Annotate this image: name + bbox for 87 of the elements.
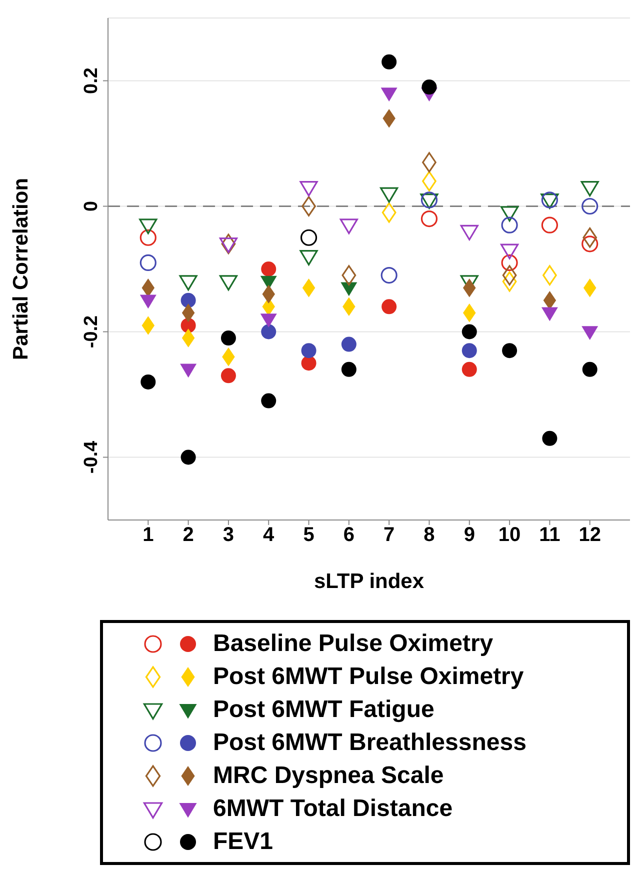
point xyxy=(382,54,397,70)
point xyxy=(261,393,276,408)
point xyxy=(582,236,598,252)
point xyxy=(382,299,397,314)
point xyxy=(140,374,156,390)
legend-label: Post 6MWT Breathlessness xyxy=(213,728,526,756)
point xyxy=(341,362,356,377)
point xyxy=(341,336,356,352)
x-tick-label: 2 xyxy=(182,524,194,546)
point xyxy=(301,356,316,371)
point xyxy=(500,206,519,222)
point xyxy=(221,234,236,254)
point xyxy=(260,314,277,328)
point xyxy=(180,292,196,308)
point xyxy=(219,237,238,253)
legend-label: Baseline Pulse Oximetry xyxy=(213,630,494,658)
point xyxy=(220,368,236,384)
x-tick-label: 1 xyxy=(142,524,154,546)
point xyxy=(541,216,558,234)
point xyxy=(502,271,517,292)
x-tick-label: 4 xyxy=(263,524,276,546)
point xyxy=(182,304,195,322)
point xyxy=(420,210,438,228)
y-tick-label: 0 xyxy=(81,200,102,212)
x-tick-label: 12 xyxy=(578,524,601,546)
point xyxy=(582,198,598,215)
point xyxy=(462,343,477,358)
point xyxy=(140,294,156,309)
x-tick-label: 10 xyxy=(498,524,521,546)
point xyxy=(261,262,276,276)
point xyxy=(219,275,238,291)
y-tick-label: 0.2 xyxy=(81,68,102,94)
point xyxy=(380,187,398,203)
point xyxy=(542,430,558,446)
point xyxy=(300,250,318,266)
point xyxy=(422,152,436,172)
point xyxy=(501,254,518,272)
legend-label: 6MWT Total Distance xyxy=(213,794,453,822)
legend-label: Post 6MWT Pulse Oximetry xyxy=(213,662,524,690)
point xyxy=(382,202,396,223)
x-tick-label: 9 xyxy=(464,524,475,546)
point xyxy=(542,265,557,286)
point xyxy=(502,343,518,358)
point xyxy=(460,224,478,240)
point xyxy=(462,324,477,340)
x-tick-label: 11 xyxy=(539,524,560,546)
point xyxy=(180,450,196,465)
point xyxy=(422,80,437,95)
point xyxy=(180,364,197,378)
point xyxy=(342,265,356,286)
point xyxy=(142,316,155,335)
point xyxy=(140,229,156,246)
point xyxy=(501,216,518,234)
x-tick-label: 5 xyxy=(303,524,314,546)
x-tick-label: 8 xyxy=(424,524,435,546)
x-tick-label: 6 xyxy=(343,524,354,546)
point xyxy=(580,181,599,196)
point xyxy=(582,362,598,377)
point xyxy=(380,266,398,284)
point xyxy=(380,88,398,102)
y-tick-label: -0.4 xyxy=(81,440,102,474)
x-tick-label: 3 xyxy=(222,524,234,546)
point xyxy=(302,196,316,216)
legend-label: Post 6MWT Fatigue xyxy=(213,696,434,724)
point xyxy=(582,227,598,248)
point xyxy=(502,265,517,286)
point xyxy=(300,229,318,246)
point xyxy=(541,307,558,322)
point xyxy=(301,343,316,358)
y-axis-title: Partial Correlation xyxy=(9,178,32,360)
point xyxy=(300,181,318,196)
point xyxy=(179,275,198,291)
legend-label: FEV1 xyxy=(213,828,274,856)
legend-label: MRC Dyspnea Scale xyxy=(213,762,444,790)
point xyxy=(500,244,519,260)
point xyxy=(340,282,358,296)
point xyxy=(182,328,195,348)
point xyxy=(462,362,477,377)
point xyxy=(340,218,358,234)
y-tick-label: -0.2 xyxy=(81,315,102,348)
point xyxy=(139,218,158,234)
point xyxy=(140,254,156,272)
point xyxy=(582,326,598,340)
x-axis-title: sLTP index xyxy=(314,570,424,593)
point xyxy=(220,330,236,346)
x-tick-label: 7 xyxy=(384,524,395,546)
point xyxy=(261,324,276,340)
